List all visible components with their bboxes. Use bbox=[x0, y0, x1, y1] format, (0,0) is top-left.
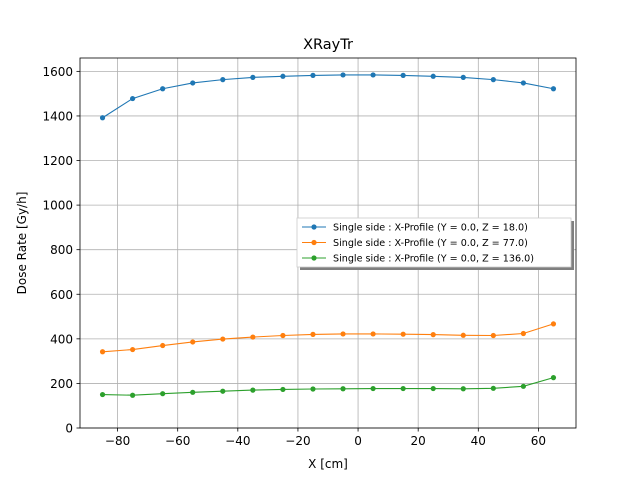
legend-swatch-marker bbox=[311, 239, 317, 246]
data-point bbox=[430, 73, 436, 79]
x-axis-label: X [cm] bbox=[308, 457, 348, 471]
data-point bbox=[430, 385, 436, 392]
legend-label: Single side : X-Profile (Y = 0.0, Z = 77… bbox=[333, 238, 528, 249]
series-line bbox=[102, 74, 554, 119]
data-point bbox=[310, 331, 316, 337]
y-axis-label: Dose Rate [Gy/h] bbox=[15, 192, 29, 295]
data-point bbox=[550, 321, 557, 327]
legend-box bbox=[296, 217, 572, 268]
x-tick-label: −80 bbox=[105, 434, 130, 448]
data-point bbox=[460, 332, 466, 338]
data-point bbox=[520, 330, 526, 337]
x-tick-label: 40 bbox=[471, 434, 486, 448]
x-tick-label: −60 bbox=[165, 434, 190, 448]
data-point bbox=[99, 349, 106, 355]
data-point bbox=[250, 387, 256, 393]
data-point bbox=[130, 346, 136, 353]
data-point bbox=[550, 86, 557, 92]
y-tick-label: 200 bbox=[50, 377, 73, 391]
chart-title: XRayTr bbox=[303, 37, 353, 53]
series-line bbox=[102, 323, 554, 353]
data-point bbox=[490, 77, 496, 83]
data-point bbox=[190, 339, 196, 345]
data-point bbox=[340, 386, 346, 392]
y-tick-label: 400 bbox=[50, 332, 73, 346]
data-point bbox=[340, 72, 346, 78]
data-point bbox=[310, 386, 316, 392]
data-point bbox=[160, 86, 166, 92]
data-point bbox=[280, 73, 286, 79]
data-point bbox=[250, 74, 256, 80]
data-point bbox=[370, 331, 376, 337]
x-tick-label: −40 bbox=[225, 434, 250, 448]
y-tick-label: 1600 bbox=[42, 65, 73, 79]
legend-entry: Single side : X-Profile (Y = 0.0, Z = 18… bbox=[302, 223, 528, 234]
data-point bbox=[220, 77, 226, 83]
legend-entries: Single side : X-Profile (Y = 0.0, Z = 18… bbox=[302, 223, 534, 265]
legend-entry: Single side : X-Profile (Y = 0.0, Z = 13… bbox=[302, 254, 534, 265]
data-point bbox=[430, 332, 436, 338]
data-point bbox=[190, 80, 196, 86]
data-point bbox=[400, 331, 406, 337]
series-layer bbox=[99, 72, 557, 398]
legend-swatch-marker bbox=[311, 224, 317, 230]
data-point bbox=[99, 115, 106, 121]
legend-label: Single side : X-Profile (Y = 0.0, Z = 13… bbox=[333, 254, 534, 265]
data-point bbox=[370, 385, 376, 392]
y-axis: 0 200 400 600 800 1000 1200 1400 1600 bbox=[42, 65, 80, 436]
data-point bbox=[490, 332, 496, 339]
legend-swatch-marker bbox=[311, 255, 317, 261]
series-line bbox=[102, 377, 554, 396]
legend-label: Single side : X-Profile (Y = 0.0, Z = 18… bbox=[333, 223, 528, 234]
y-tick-label: 800 bbox=[50, 243, 73, 257]
legend-entry: Single side : X-Profile (Y = 0.0, Z = 77… bbox=[302, 238, 528, 249]
data-point bbox=[520, 80, 526, 86]
data-point bbox=[130, 392, 136, 398]
y-tick-label: 1000 bbox=[42, 199, 73, 213]
data-point bbox=[220, 388, 226, 394]
x-tick-label: 0 bbox=[354, 434, 362, 448]
data-point bbox=[220, 336, 226, 342]
data-point bbox=[160, 342, 166, 349]
data-point bbox=[490, 385, 496, 391]
x-tick-label: −20 bbox=[285, 434, 310, 448]
data-point bbox=[190, 389, 196, 395]
y-tick-label: 600 bbox=[50, 288, 73, 302]
data-point bbox=[310, 72, 316, 78]
data-point bbox=[160, 391, 166, 397]
data-point bbox=[340, 331, 346, 337]
data-point bbox=[280, 332, 286, 339]
legend: Single side : X-Profile (Y = 0.0, Z = 18… bbox=[296, 217, 574, 270]
data-point bbox=[280, 386, 286, 393]
series-2 bbox=[99, 321, 557, 355]
data-point bbox=[99, 391, 106, 398]
data-point bbox=[460, 386, 466, 392]
x-axis: −80 −60 −40 −20 0 20 40 60 bbox=[105, 428, 546, 448]
data-point bbox=[250, 334, 256, 340]
y-tick-label: 1200 bbox=[42, 154, 73, 168]
series-3 bbox=[99, 375, 557, 398]
x-tick-label: 20 bbox=[411, 434, 426, 448]
x-tick-label: 60 bbox=[531, 434, 546, 448]
y-tick-label: 0 bbox=[65, 422, 73, 436]
data-point bbox=[550, 375, 557, 381]
data-point bbox=[370, 72, 376, 78]
data-point bbox=[130, 95, 136, 102]
data-point bbox=[520, 383, 526, 389]
data-point bbox=[400, 385, 406, 392]
plot-frame bbox=[79, 57, 577, 429]
data-point bbox=[460, 74, 466, 80]
data-point bbox=[400, 72, 406, 78]
y-tick-label: 1400 bbox=[42, 109, 73, 123]
series-1 bbox=[99, 72, 557, 121]
